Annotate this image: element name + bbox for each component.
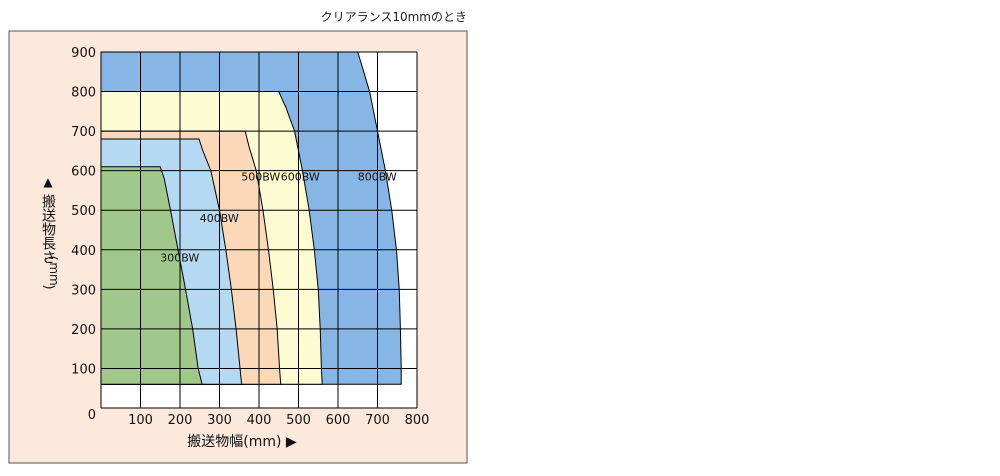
y-tick-label: 400 [71,244,96,259]
x-tick-label: 300 [207,413,232,428]
y-axis-paren-open: ( [44,255,59,260]
y-axis-arrow: ▲ [43,175,53,189]
series-label-400bw: 400BW [200,212,239,225]
x-tick-label: 500 [286,413,311,428]
x-tick-labels: 100 200 300 400 500 600 700 800 [128,413,429,428]
y-tick-label: 700 [71,125,96,140]
series-label-500bw: 500BW [241,171,280,184]
x-tick-label: 700 [365,413,390,428]
y-tick-label: 900 [71,46,96,61]
y-axis-title: 搬送物長さ [40,194,56,264]
y-tick-labels: 100 200 300 400 500 600 700 800 900 0 [71,46,96,423]
y-tick-label: 800 [71,86,96,101]
y-tick-label: 300 [71,283,96,298]
x-tick-label: 100 [128,413,153,428]
series-label-600bw: 600BW [281,171,320,184]
x-tick-label: 200 [168,413,193,428]
x-axis-label: 搬送物幅(mm) ▶ [187,434,297,450]
y-tick-label: 100 [71,362,96,377]
chart-caption: クリアランス10mmのとき [321,10,467,24]
y-axis-unit: mm [47,262,61,285]
x-tick-label: 400 [247,413,272,428]
series-label-800bw: 800BW [358,171,397,184]
y-tick-label: 200 [71,323,96,338]
series-label-300bw: 300BW [160,252,199,265]
x-tick-label: 800 [405,413,430,428]
origin-tick-label: 0 [88,408,96,423]
y-axis-label: ▲ 搬送物長さ ( mm ) [40,175,61,290]
y-axis-paren-close: ) [41,284,56,289]
x-tick-label: 600 [326,413,351,428]
grid [100,51,418,409]
y-tick-label: 500 [71,204,96,219]
y-tick-label: 600 [71,165,96,180]
